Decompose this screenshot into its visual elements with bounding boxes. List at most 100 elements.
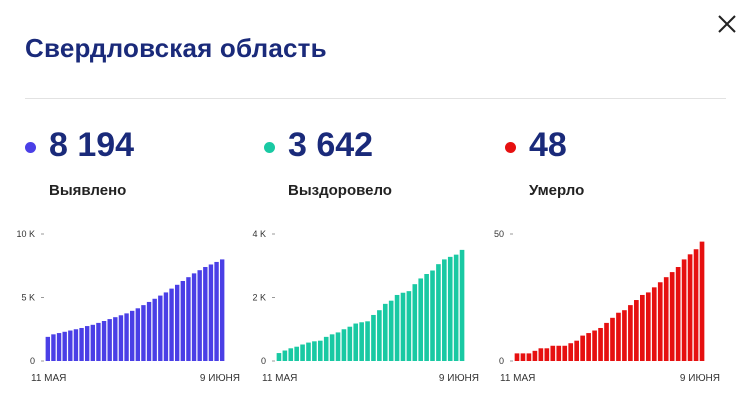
- detected-dot: [25, 142, 36, 153]
- bar: [359, 322, 364, 361]
- bar: [377, 310, 382, 361]
- bar: [353, 323, 359, 361]
- chart-detected: 0 5 K 10 K 11 МАЯ 9 ИЮНЯ: [12, 226, 242, 388]
- bar: [203, 267, 208, 361]
- bar: [699, 241, 705, 361]
- close-button[interactable]: [713, 10, 741, 38]
- bar: [568, 343, 574, 361]
- detected-value: 8 194: [49, 126, 135, 164]
- bar: [622, 310, 627, 361]
- bar: [174, 284, 180, 361]
- bar: [68, 330, 73, 361]
- y-tick-label: 2 K: [252, 293, 266, 303]
- bar: [197, 270, 202, 361]
- bar: [562, 345, 568, 361]
- y-tick-label: 0: [30, 356, 35, 366]
- bar: [663, 277, 669, 361]
- bar: [208, 264, 214, 361]
- bar: [306, 342, 311, 361]
- bar: [329, 334, 335, 361]
- bar: [124, 313, 129, 362]
- bar: [538, 348, 544, 361]
- bar: [550, 345, 556, 361]
- y-tick-label: 4 K: [252, 229, 266, 239]
- bar: [101, 321, 107, 361]
- bar: [459, 249, 465, 362]
- y-tick-label: 10 K: [16, 229, 35, 239]
- bar: [317, 340, 323, 361]
- x-start-label: 11 МАЯ: [500, 373, 535, 384]
- bar: [113, 317, 118, 361]
- bar: [514, 353, 520, 361]
- chart-deaths-svg: 0 50 11 МАЯ 9 ИЮНЯ: [494, 229, 720, 384]
- recovered-dot: [264, 142, 275, 153]
- deaths-dot: [505, 142, 516, 153]
- bar: [657, 282, 663, 361]
- bar: [276, 353, 282, 361]
- bar: [45, 336, 51, 361]
- bar: [610, 317, 615, 361]
- bar: [141, 305, 146, 361]
- deaths-label: Умерло: [529, 182, 585, 199]
- bar: [556, 345, 562, 361]
- recovered-label: Выздоровело: [288, 182, 392, 199]
- bar: [169, 288, 174, 361]
- bar: [693, 249, 699, 361]
- x-end-label: 9 ИЮНЯ: [680, 373, 720, 384]
- bar: [592, 330, 597, 361]
- bar: [526, 353, 532, 361]
- y-tick-label: 0: [261, 356, 266, 366]
- bar: [394, 294, 400, 361]
- bar: [520, 353, 526, 361]
- y-tick-label: 0: [499, 356, 504, 366]
- bar: [687, 254, 693, 361]
- chart-recovered-svg: 0 2 K 4 K 11 МАЯ 9 ИЮНЯ: [252, 229, 479, 384]
- bar: [669, 272, 675, 361]
- bar: [191, 273, 197, 361]
- chart-deaths: 0 50 11 МАЯ 9 ИЮНЯ: [486, 226, 722, 388]
- bar: [152, 298, 157, 361]
- bar: [430, 270, 435, 361]
- bar: [347, 326, 353, 361]
- bar: [675, 267, 681, 361]
- x-end-label: 9 ИЮНЯ: [439, 373, 479, 384]
- bar: [406, 291, 412, 361]
- bar: [146, 301, 152, 361]
- bar: [544, 348, 550, 361]
- bar: [453, 254, 459, 361]
- bar: [442, 259, 447, 361]
- chart-recovered: 0 2 K 4 K 11 МАЯ 9 ИЮНЯ: [248, 226, 480, 388]
- bar: [51, 334, 56, 361]
- bar: [96, 322, 101, 361]
- y-tick-label: 5 K: [21, 293, 35, 303]
- bar: [282, 350, 288, 361]
- bar: [118, 315, 124, 361]
- bar: [640, 294, 645, 361]
- bar: [323, 336, 329, 361]
- bar: [186, 277, 191, 361]
- bar: [84, 326, 90, 361]
- bar: [598, 327, 603, 361]
- bar: [436, 264, 441, 361]
- bar: [90, 324, 96, 361]
- bar: [580, 335, 585, 361]
- bar: [335, 332, 341, 361]
- bar: [681, 259, 687, 361]
- bar: [79, 327, 84, 361]
- bar: [371, 314, 376, 361]
- bar: [300, 344, 305, 361]
- bar: [365, 321, 370, 361]
- bar: [604, 322, 609, 361]
- bar: [158, 295, 163, 361]
- bar: [341, 329, 347, 361]
- y-tick-label: 50: [494, 229, 504, 239]
- bar: [129, 310, 135, 361]
- bar: [574, 340, 579, 361]
- close-icon: [718, 15, 736, 33]
- bar: [163, 292, 169, 361]
- bar: [214, 261, 219, 361]
- bar: [532, 350, 538, 361]
- bar: [180, 280, 186, 361]
- x-start-label: 11 МАЯ: [31, 373, 66, 384]
- bar: [616, 312, 621, 361]
